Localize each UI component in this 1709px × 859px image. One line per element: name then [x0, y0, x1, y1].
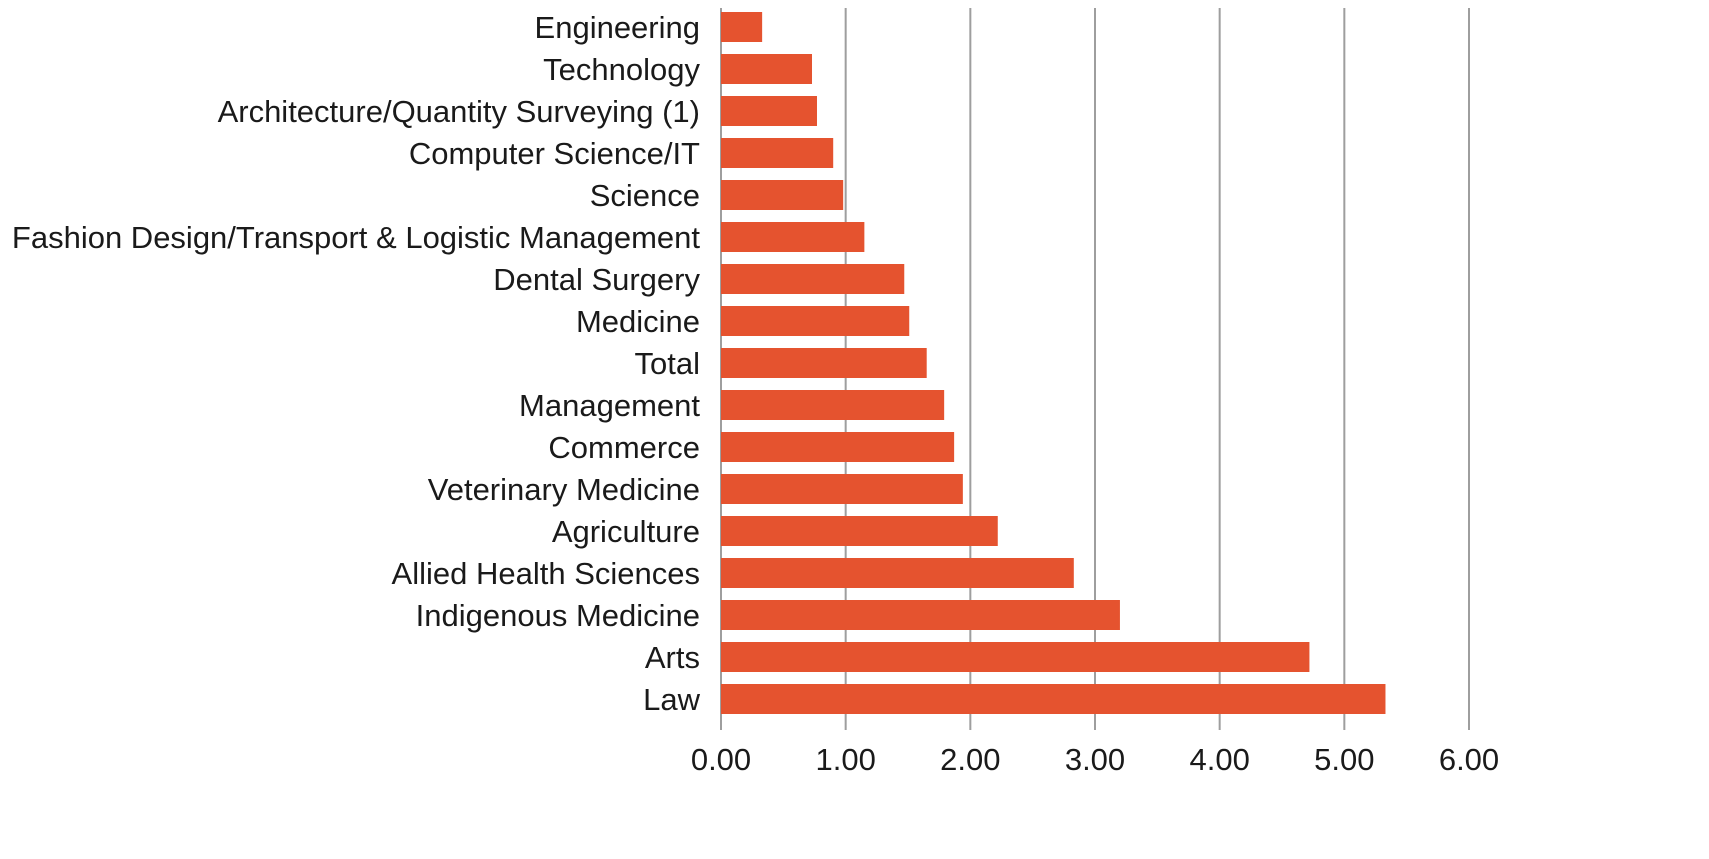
bars [721, 12, 1386, 714]
category-label: Allied Health Sciences [392, 556, 700, 591]
category-label: Fashion Design/Transport & Logistic Mana… [12, 220, 700, 255]
bar [721, 474, 963, 504]
x-tick-label: 6.00 [1439, 742, 1499, 777]
bar [721, 390, 945, 420]
bar [721, 516, 998, 546]
bar [721, 348, 927, 378]
category-label: Veterinary Medicine [428, 472, 700, 507]
bar [721, 138, 834, 168]
category-label: Computer Science/IT [409, 136, 700, 171]
x-tick-label: 4.00 [1189, 742, 1249, 777]
bar [721, 54, 813, 84]
category-label: Engineering [535, 10, 700, 45]
category-label: Commerce [548, 430, 700, 465]
bar [721, 642, 1310, 672]
bar [721, 684, 1386, 714]
x-tick-label: 3.00 [1065, 742, 1125, 777]
bar [721, 12, 763, 42]
category-label: Technology [543, 52, 700, 87]
x-tick-label: 0.00 [691, 742, 751, 777]
category-label: Arts [645, 640, 700, 675]
category-label: Management [519, 388, 700, 423]
category-labels: Engineering Technology Architecture/Quanti… [12, 10, 701, 717]
category-label: Law [643, 682, 700, 717]
gridlines [720, 8, 1470, 730]
bar [721, 96, 817, 126]
bar [721, 180, 844, 210]
x-tick-label: 2.00 [940, 742, 1000, 777]
bar [721, 264, 905, 294]
category-label: Agriculture [552, 514, 700, 549]
x-tick-label: 5.00 [1314, 742, 1374, 777]
x-tick-label: 1.00 [815, 742, 875, 777]
category-label: Total [635, 346, 700, 381]
bar [721, 558, 1074, 588]
category-label: Dental Surgery [493, 262, 700, 297]
category-label: Architecture/Quantity Surveying (1) [218, 94, 700, 129]
x-tick-labels: 0.00 1.00 2.00 3.00 4.00 5.00 6.00 [691, 742, 1499, 777]
bar [721, 600, 1120, 630]
bar [721, 432, 955, 462]
bar [721, 222, 865, 252]
category-label: Medicine [576, 304, 700, 339]
bar [721, 306, 910, 336]
category-label: Science [590, 178, 700, 213]
category-label: Indigenous Medicine [416, 598, 700, 633]
